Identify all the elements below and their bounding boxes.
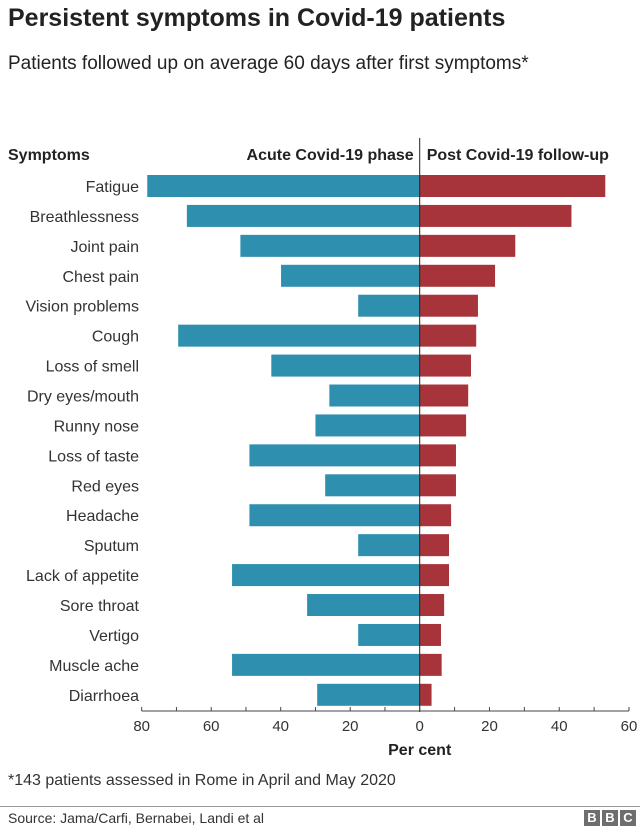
bar-acute-10 — [325, 474, 420, 497]
footnote: *143 patients assessed in Rome in April … — [8, 772, 396, 789]
category-label: Muscle ache — [49, 658, 139, 675]
x-tick-label: 20 — [342, 718, 359, 735]
category-label: Lack of appetite — [26, 568, 139, 585]
bbc-logo: B B C — [584, 810, 636, 826]
bar-acute-6 — [271, 354, 420, 377]
x-axis-label: Per cent — [388, 742, 452, 759]
bar-acute-2 — [240, 234, 420, 257]
bar-acute-1 — [186, 204, 420, 227]
bar-acute-3 — [281, 264, 420, 287]
x-tick-label: 0 — [416, 718, 424, 735]
category-header: Symptoms — [8, 147, 90, 164]
bar-post-15 — [419, 623, 441, 646]
bar-acute-13 — [232, 564, 420, 587]
series-header-acute: Acute Covid-19 phase — [247, 147, 414, 164]
category-label: Red eyes — [71, 478, 139, 495]
x-tick-label: 40 — [272, 718, 289, 735]
bar-post-12 — [419, 534, 450, 557]
x-tick-label: 80 — [133, 718, 150, 735]
x-tick-label: 20 — [481, 718, 498, 735]
logo-letter: B — [602, 810, 618, 826]
bar-acute-4 — [358, 294, 420, 317]
divider — [0, 806, 640, 807]
bar-acute-5 — [178, 324, 420, 347]
bar-post-11 — [419, 504, 452, 527]
bar-post-0 — [419, 175, 606, 197]
bar-post-14 — [419, 594, 445, 617]
category-label: Vision problems — [25, 299, 139, 316]
bar-post-13 — [419, 564, 450, 587]
bar-acute-12 — [358, 534, 420, 557]
x-tick-label: 60 — [203, 718, 220, 735]
bar-post-8 — [419, 414, 467, 437]
category-label: Runny nose — [54, 418, 139, 435]
bar-acute-0 — [147, 175, 420, 197]
category-label: Joint pain — [71, 239, 140, 256]
bar-acute-7 — [329, 384, 420, 407]
logo-letter: B — [584, 810, 600, 826]
category-label: Loss of taste — [48, 448, 139, 465]
category-label: Breathlessness — [30, 209, 139, 226]
chart-title: Persistent symptoms in Covid-19 patients — [8, 4, 506, 32]
bar-post-1 — [419, 204, 572, 227]
source-text: Source: Jama/Carfi, Bernabei, Landi et a… — [8, 810, 265, 826]
bar-acute-17 — [317, 683, 420, 706]
bar-post-17 — [419, 683, 432, 706]
category-label: Headache — [66, 508, 139, 525]
bar-post-6 — [419, 354, 471, 377]
bar-post-4 — [419, 294, 478, 317]
x-tick-label: 60 — [621, 718, 638, 735]
category-label: Vertigo — [89, 628, 139, 645]
bar-post-2 — [419, 234, 516, 257]
bar-post-16 — [419, 653, 442, 676]
category-label: Chest pain — [63, 269, 140, 286]
logo-letter: C — [620, 810, 636, 826]
bar-post-7 — [419, 384, 469, 407]
bar-post-5 — [419, 324, 477, 347]
category-label: Fatigue — [86, 179, 139, 196]
series-header-post: Post Covid-19 follow-up — [427, 147, 609, 164]
bar-acute-8 — [315, 414, 420, 437]
bar-post-9 — [419, 444, 456, 467]
bar-acute-16 — [232, 653, 420, 676]
butterfly-bar-chart: Symptoms Acute Covid-19 phase Post Covid-1… — [8, 138, 638, 759]
category-label: Sputum — [84, 538, 139, 555]
category-label: Dry eyes/mouth — [27, 389, 139, 406]
bar-post-3 — [419, 264, 496, 287]
category-label: Diarrhoea — [69, 688, 139, 705]
bar-acute-11 — [249, 504, 420, 527]
x-tick-label: 40 — [551, 718, 568, 735]
chart-subtitle: Patients followed up on average 60 days … — [8, 53, 529, 74]
bar-acute-9 — [249, 444, 420, 467]
category-label: Cough — [92, 329, 139, 346]
bar-post-10 — [419, 474, 456, 497]
category-label: Sore throat — [60, 598, 140, 615]
category-label: Loss of smell — [46, 359, 139, 376]
bar-acute-14 — [307, 594, 420, 617]
bar-acute-15 — [358, 623, 420, 646]
